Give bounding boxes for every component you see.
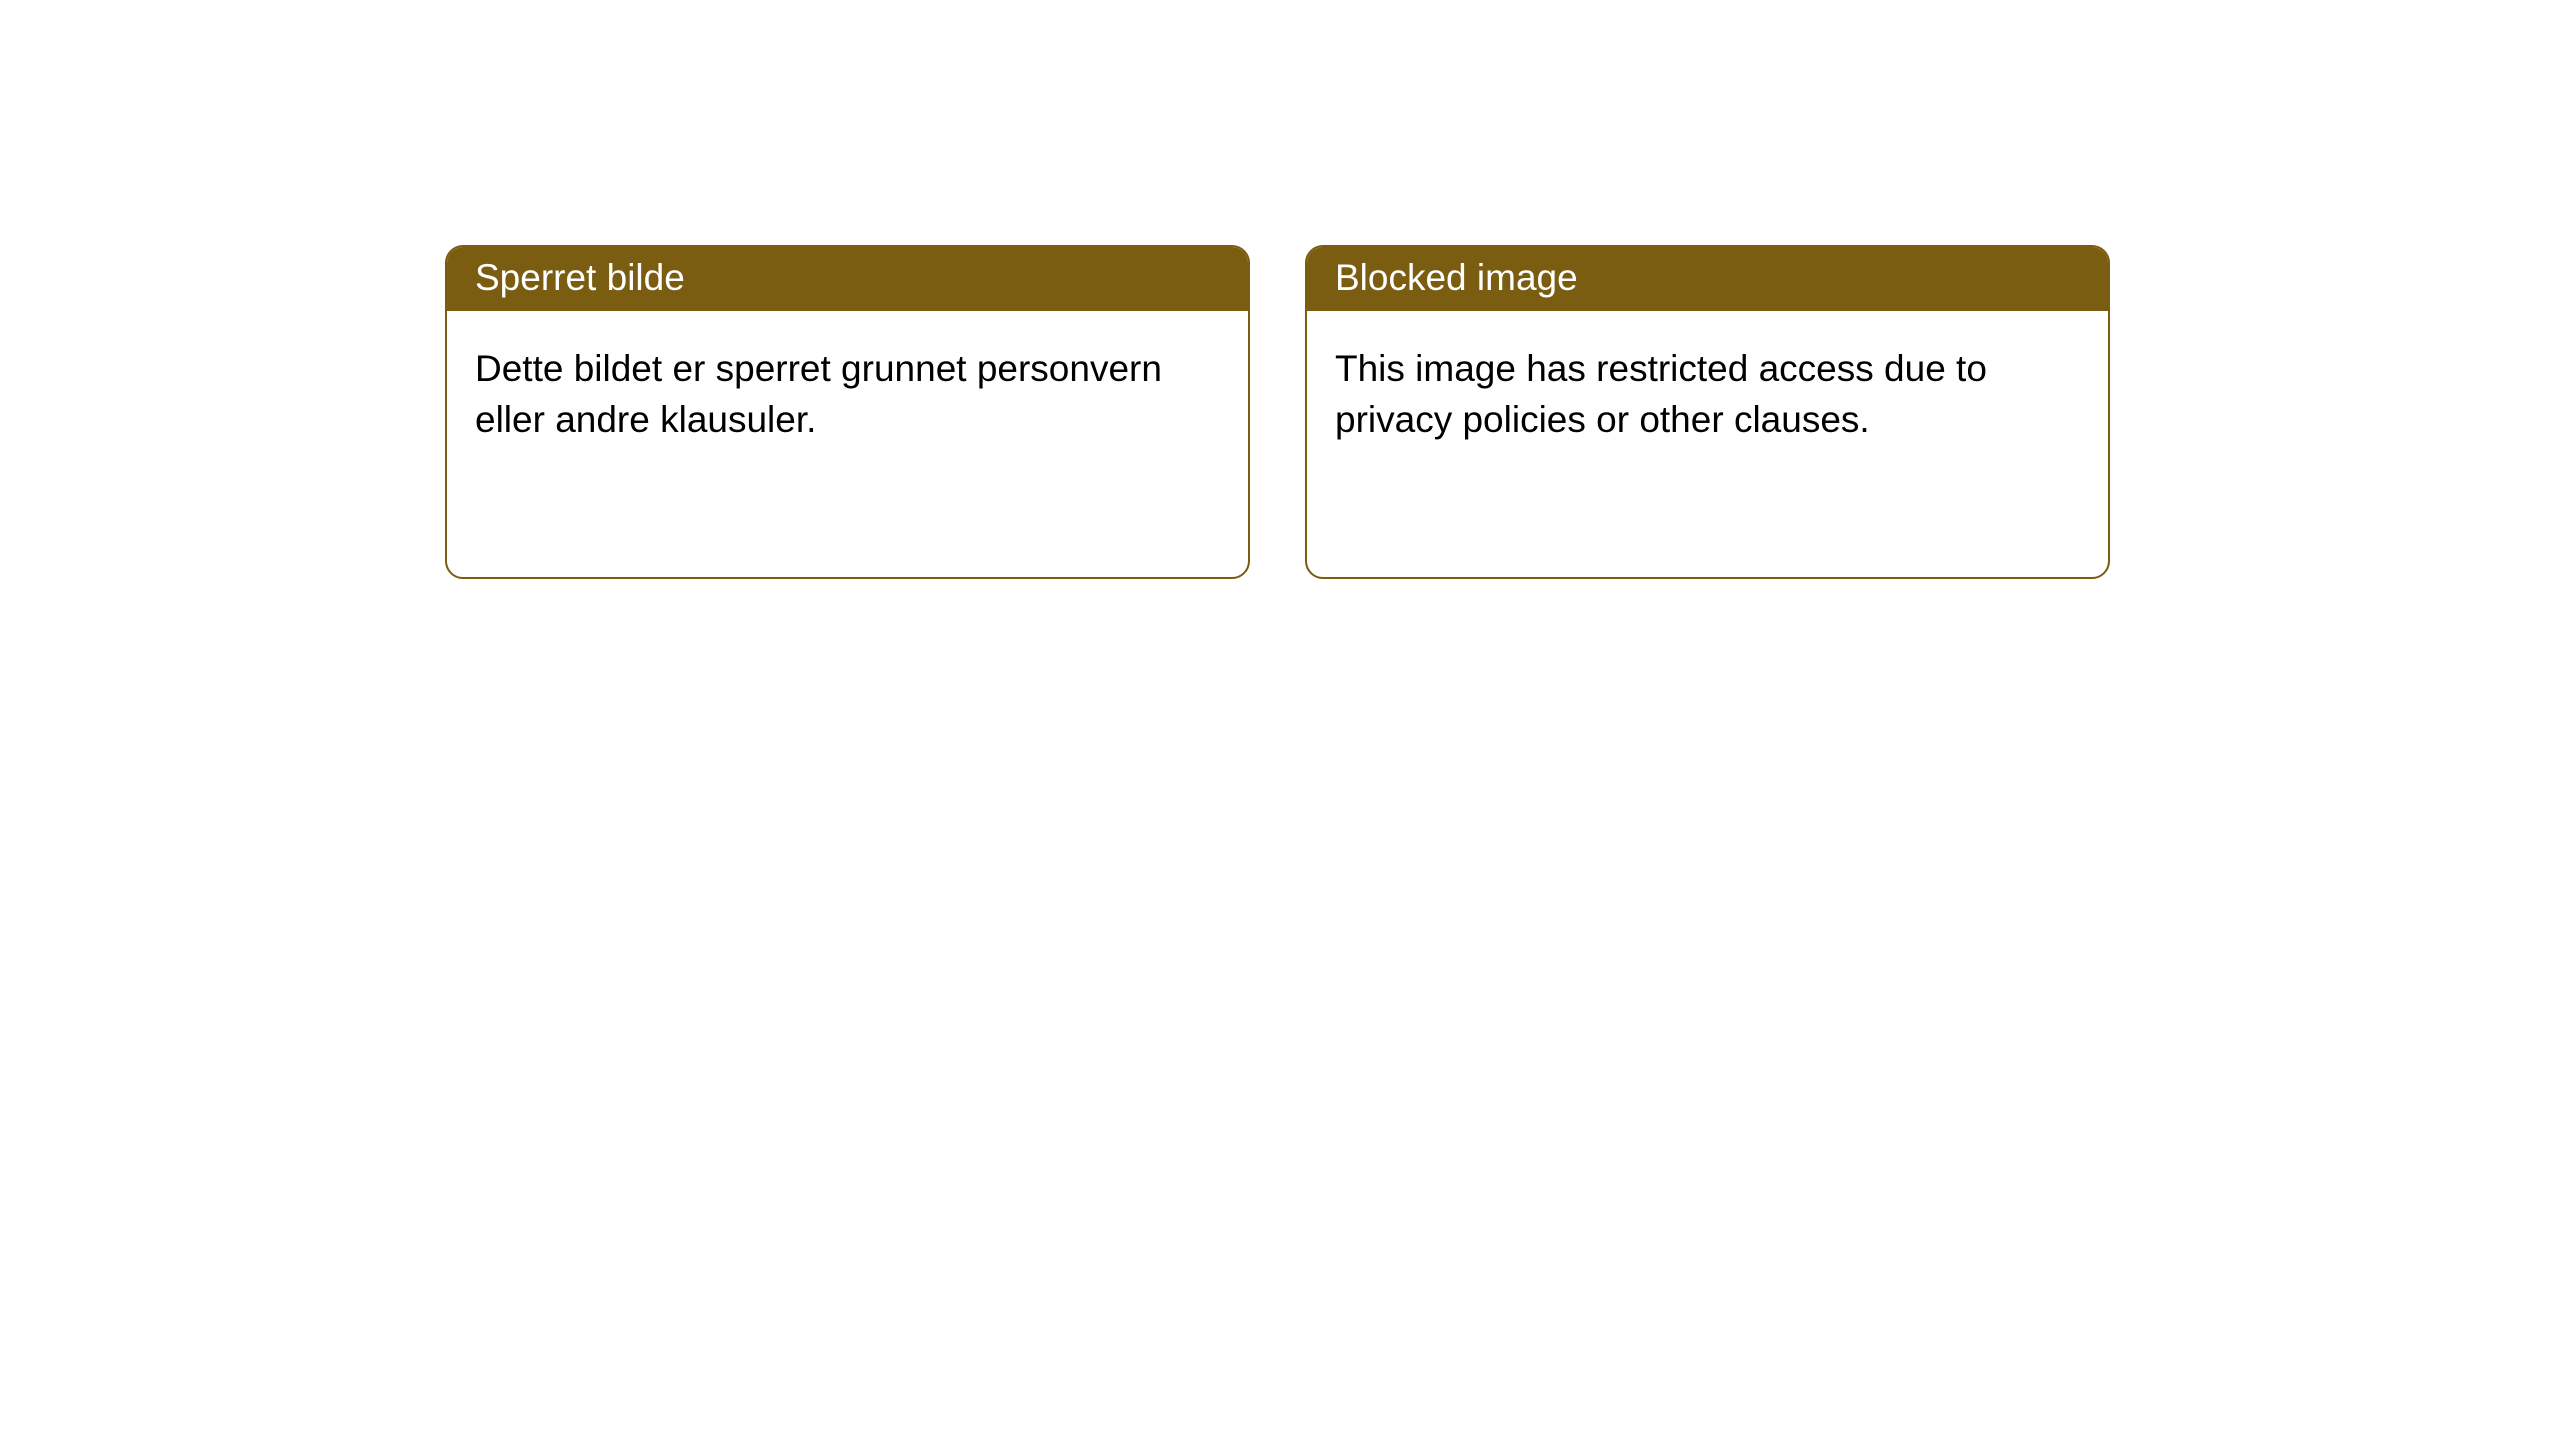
notice-container: Sperret bilde Dette bildet er sperret gr… xyxy=(0,0,2560,579)
blocked-image-card-en: Blocked image This image has restricted … xyxy=(1305,245,2110,579)
card-title-en: Blocked image xyxy=(1307,247,2108,311)
card-body-en: This image has restricted access due to … xyxy=(1307,311,2108,477)
blocked-image-card-no: Sperret bilde Dette bildet er sperret gr… xyxy=(445,245,1250,579)
card-title-no: Sperret bilde xyxy=(447,247,1248,311)
card-body-no: Dette bildet er sperret grunnet personve… xyxy=(447,311,1248,477)
